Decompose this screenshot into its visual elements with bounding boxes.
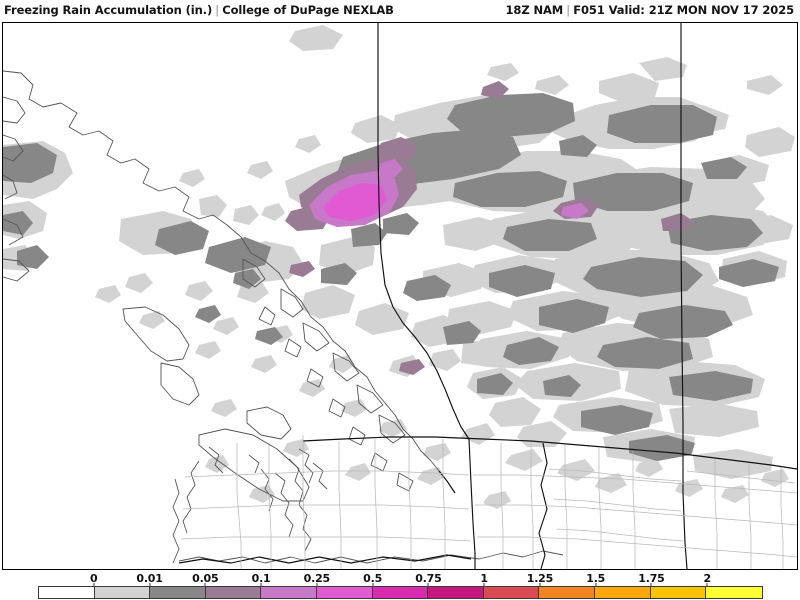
colorbar-swatch[interactable] [150, 587, 206, 598]
colorbar-tick-label: 1.5 [586, 572, 606, 585]
colorbar-tick-label: 1.75 [638, 572, 665, 585]
colorbar-tick-mark [706, 583, 708, 586]
colorbar-tick-labels: 0 0.01 0.05 0.1 0.25 0.5 0.75 1 1.25 1.5 1.75 2 [0, 572, 800, 586]
map-header-bar: Freezing Rain Accumulation (in.) | College… [0, 0, 800, 22]
colorbar-tick-mark [372, 583, 374, 586]
colorbar-tick-label: 1 [480, 572, 488, 585]
colorbar-swatches[interactable] [38, 586, 763, 599]
colorbar-tick-label: 1.25 [526, 572, 554, 585]
colorbar-swatch[interactable] [39, 587, 95, 598]
precip-band-bright-magenta [323, 183, 387, 221]
precip-band-medium [3, 93, 779, 461]
colorbar-swatch[interactable] [94, 587, 151, 598]
colorbar-tick-label: 2 [703, 572, 711, 585]
colorbar-tick-label: 0.5 [363, 572, 383, 585]
colorbar-tick-mark [260, 583, 262, 586]
colorbar-swatch[interactable] [650, 587, 707, 598]
colorbar-tick-mark [483, 583, 485, 586]
colorbar-tick-mark [650, 583, 652, 586]
model-cycle-label: 18Z NAM [505, 3, 564, 17]
colorbar-tick-label: 0.01 [136, 572, 163, 585]
colorbar-tick-mark [427, 583, 429, 586]
county-boundary-layer [180, 435, 797, 569]
header-separator-1: | [215, 3, 220, 17]
colorbar-tick-label: 0.05 [192, 572, 219, 585]
colorbar-swatch[interactable] [539, 587, 596, 598]
colorbar-tick-mark [595, 583, 597, 586]
map-svg [3, 23, 797, 569]
header-separator-2: | [566, 3, 571, 17]
map-frame[interactable] [2, 22, 798, 570]
colorbar-tick-label: 0.25 [303, 572, 331, 585]
colorbar-swatch[interactable] [261, 587, 318, 598]
colorbar-tick-label: 0.75 [415, 572, 442, 585]
forecast-hour-label: F051 [573, 3, 605, 17]
colorbar-swatch[interactable] [428, 587, 484, 598]
colorbar-tick-mark [204, 583, 206, 586]
colorbar-swatch[interactable] [483, 587, 540, 598]
colorbar-tick-label: 0 [90, 572, 98, 585]
product-title: Freezing Rain Accumulation (in.) [4, 3, 213, 17]
colorbar-tick-label: 0.1 [251, 572, 271, 585]
colorbar-swatch[interactable] [595, 587, 651, 598]
colorbar-swatch[interactable] [706, 587, 762, 598]
colorbar-legend: 0 0.01 0.05 0.1 0.25 0.5 0.75 1 1.25 1.5 1.75 2 [0, 572, 800, 600]
colorbar-swatch[interactable] [317, 587, 373, 598]
valid-time-label: Valid: 21Z MON NOV 17 2025 [608, 3, 794, 17]
colorbar-swatch[interactable] [372, 587, 429, 598]
colorbar-swatch[interactable] [205, 587, 262, 598]
header-right-group: 18Z NAM | F051 Valid: 21Z MON NOV 17 2025 [505, 3, 795, 17]
data-source-label: College of DuPage NEXLAB [222, 3, 394, 17]
map-canvas[interactable] [3, 23, 797, 569]
header-left-group: Freezing Rain Accumulation (in.) | College… [4, 3, 394, 17]
colorbar-tick-mark [539, 583, 541, 586]
colorbar-tick-mark [316, 583, 318, 586]
colorbar-tick-mark [149, 583, 151, 586]
political-border-layer [178, 23, 797, 569]
colorbar-tick-mark [93, 583, 95, 586]
